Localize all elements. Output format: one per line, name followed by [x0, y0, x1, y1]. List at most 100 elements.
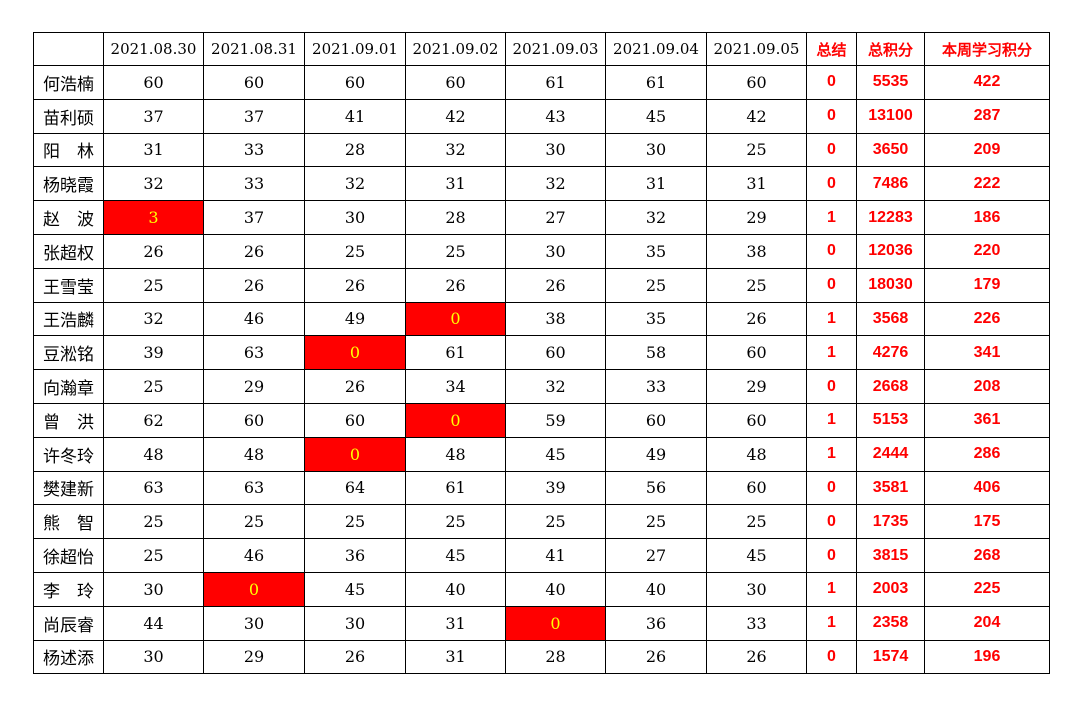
summary-cell: 1735: [856, 504, 925, 540]
name-cell: 苗利硕: [33, 98, 104, 134]
score-cell: 26: [304, 639, 406, 675]
header-row: 2021.08.30 2021.08.31 2021.09.01 2021.09.02…: [33, 32, 1050, 66]
score-cell: 25: [605, 267, 707, 303]
score-cell: 46: [203, 538, 305, 573]
score-cell: 48: [103, 436, 204, 472]
name-cell: 李 玲: [33, 571, 104, 607]
data-row: 苗利硕 37 37 41 42 43 45 42 0 13100 287: [33, 98, 1050, 134]
score-cell: 25: [304, 504, 406, 540]
score-cell: 61: [405, 470, 506, 506]
date-header: 2021.09.02: [405, 32, 506, 66]
score-cell: 30: [605, 132, 707, 168]
score-cell: 49: [605, 436, 707, 472]
data-row: 赵 波 3 37 30 28 27 32 29 1 12283 186: [33, 200, 1050, 235]
score-cell: 26: [103, 233, 204, 269]
score-cell: 26: [706, 639, 807, 675]
date-header: 2021.08.30: [103, 32, 204, 66]
score-cell: 60: [405, 65, 506, 100]
score-cell: 60: [706, 65, 807, 100]
summary-cell: 2003: [856, 571, 925, 607]
score-cell: 64: [304, 470, 406, 506]
score-cell: 28: [505, 639, 606, 675]
score-cell: 45: [505, 436, 606, 472]
data-row: 徐超怡 25 46 36 45 41 27 45 0 3815 268: [33, 538, 1050, 573]
summary-cell: 179: [924, 267, 1050, 303]
summary-cell: 0: [806, 639, 857, 675]
summary-cell: 0: [806, 470, 857, 506]
summary-cell: 3581: [856, 470, 925, 506]
summary-cell: 5535: [856, 65, 925, 100]
score-cell: 0: [405, 402, 506, 438]
score-cell: 33: [203, 132, 305, 168]
summary-cell: 0: [806, 132, 857, 168]
score-cell: 32: [405, 132, 506, 168]
score-cell: 48: [706, 436, 807, 472]
score-cell: 35: [605, 301, 707, 337]
score-cell: 40: [605, 571, 707, 607]
score-cell: 0: [304, 436, 406, 472]
name-cell: 阳 林: [33, 132, 104, 168]
score-cell: 60: [304, 402, 406, 438]
score-cell: 25: [103, 369, 204, 404]
table-body: 2021.08.30 2021.08.31 2021.09.01 2021.09.02…: [33, 32, 1050, 675]
score-cell: 59: [505, 402, 606, 438]
score-cell: 30: [505, 132, 606, 168]
score-cell: 60: [203, 402, 305, 438]
score-cell: 37: [203, 98, 305, 134]
score-cell: 36: [605, 605, 707, 641]
score-cell: 60: [505, 335, 606, 371]
score-cell: 60: [706, 335, 807, 371]
summary-cell: 3815: [856, 538, 925, 573]
score-cell: 33: [605, 369, 707, 404]
score-cell: 3: [103, 200, 204, 235]
summary-header: 本周学习积分: [924, 32, 1050, 66]
score-cell: 36: [304, 538, 406, 573]
data-row: 王浩麟 32 46 49 0 38 35 26 1 3568 226: [33, 301, 1050, 337]
score-table: 2021.08.30 2021.08.31 2021.09.01 2021.09.02…: [33, 32, 1050, 675]
score-cell: 60: [605, 402, 707, 438]
summary-cell: 222: [924, 166, 1050, 202]
score-cell: 58: [605, 335, 707, 371]
name-cell: 许冬玲: [33, 436, 104, 472]
summary-cell: 186: [924, 200, 1050, 235]
summary-cell: 2444: [856, 436, 925, 472]
score-cell: 26: [706, 301, 807, 337]
score-cell: 42: [405, 98, 506, 134]
data-row: 向瀚章 25 29 26 34 32 33 29 0 2668 208: [33, 369, 1050, 404]
summary-cell: 225: [924, 571, 1050, 607]
score-cell: 31: [103, 132, 204, 168]
summary-cell: 287: [924, 98, 1050, 134]
data-row: 李 玲 30 0 45 40 40 40 30 1 2003 225: [33, 571, 1050, 607]
date-header: 2021.09.04: [605, 32, 707, 66]
score-cell: 25: [103, 504, 204, 540]
score-cell: 26: [605, 639, 707, 675]
score-cell: 29: [706, 200, 807, 235]
score-cell: 32: [505, 369, 606, 404]
score-cell: 61: [405, 335, 506, 371]
summary-cell: 175: [924, 504, 1050, 540]
data-row: 张超权 26 26 25 25 30 35 38 0 12036 220: [33, 233, 1050, 269]
score-cell: 28: [304, 132, 406, 168]
score-cell: 25: [103, 267, 204, 303]
score-cell: 45: [405, 538, 506, 573]
summary-cell: 0: [806, 369, 857, 404]
summary-cell: 2668: [856, 369, 925, 404]
summary-cell: 3568: [856, 301, 925, 337]
data-row: 杨述添 30 29 26 31 28 26 26 0 1574 196: [33, 639, 1050, 675]
score-cell: 25: [706, 132, 807, 168]
score-cell: 31: [605, 166, 707, 202]
score-cell: 26: [505, 267, 606, 303]
score-cell: 31: [706, 166, 807, 202]
score-cell: 45: [706, 538, 807, 573]
score-cell: 29: [706, 369, 807, 404]
summary-cell: 2358: [856, 605, 925, 641]
summary-cell: 361: [924, 402, 1050, 438]
score-cell: 26: [203, 233, 305, 269]
summary-cell: 341: [924, 335, 1050, 371]
score-cell: 45: [304, 571, 406, 607]
data-row: 豆淞铭 39 63 0 61 60 58 60 1 4276 341: [33, 335, 1050, 371]
score-cell: 0: [304, 335, 406, 371]
summary-cell: 1: [806, 301, 857, 337]
summary-cell: 422: [924, 65, 1050, 100]
score-cell: 31: [405, 605, 506, 641]
